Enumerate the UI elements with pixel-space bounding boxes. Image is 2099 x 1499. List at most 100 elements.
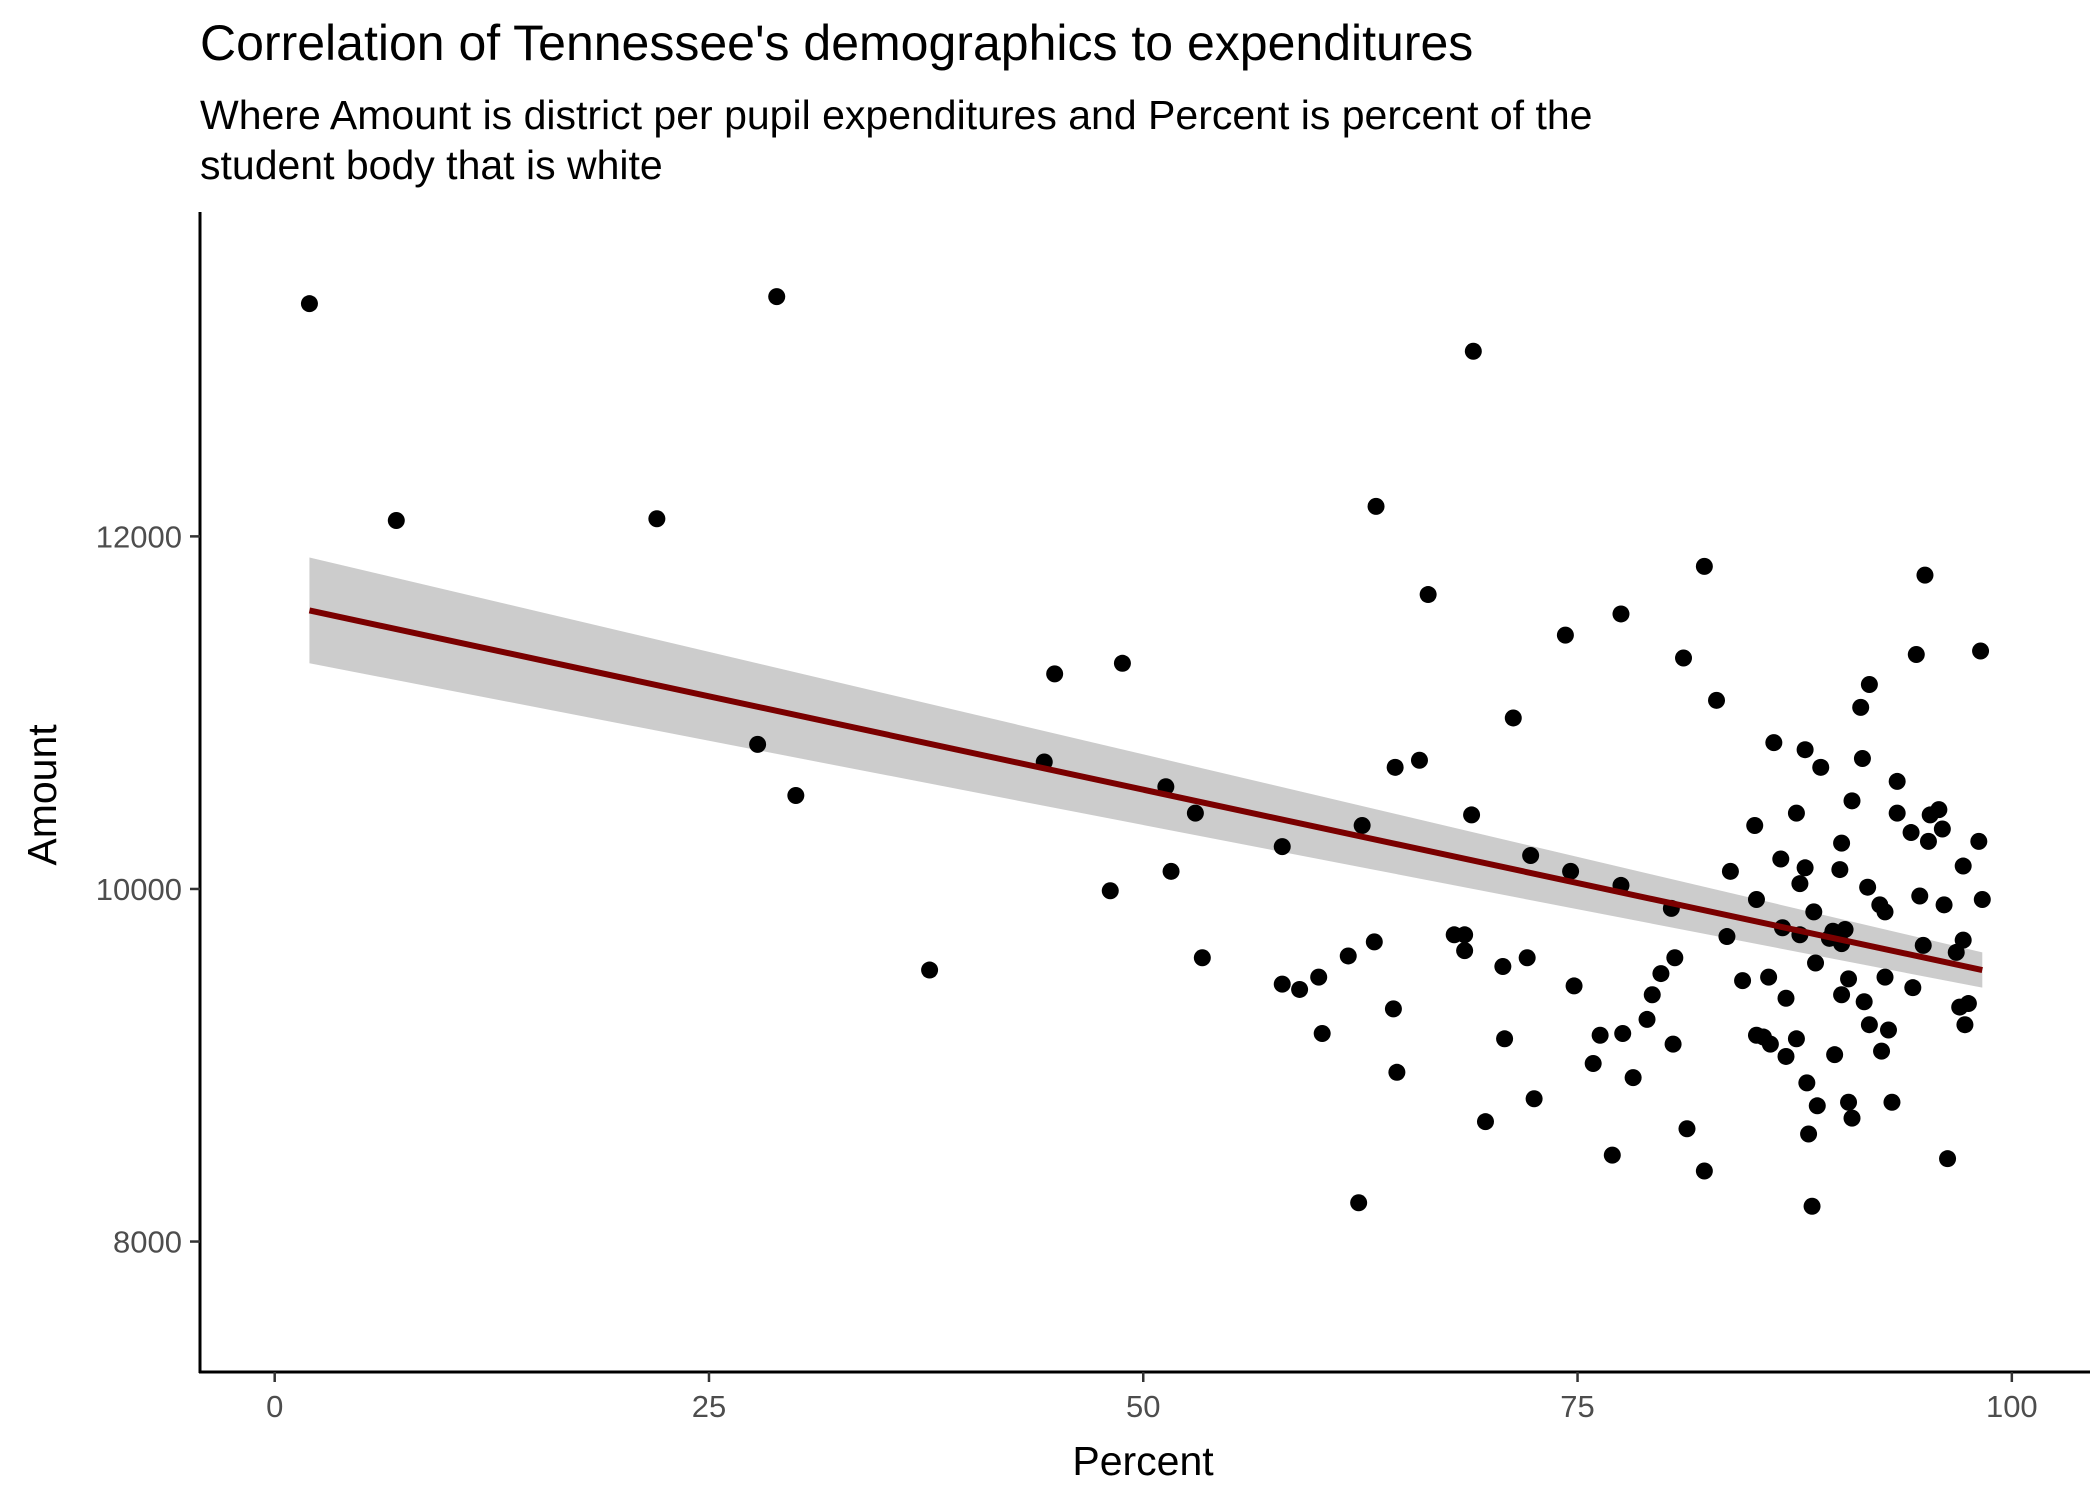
data-point bbox=[1193, 949, 1211, 967]
data-point bbox=[1603, 1146, 1621, 1164]
data-point bbox=[1522, 846, 1540, 864]
data-point bbox=[1463, 806, 1481, 824]
data-point bbox=[1873, 1042, 1891, 1060]
chart-title: Correlation of Tennessee's demographics … bbox=[200, 15, 1474, 71]
data-point bbox=[1666, 949, 1684, 967]
data-point bbox=[1652, 965, 1670, 983]
data-point bbox=[1833, 834, 1851, 852]
data-point bbox=[1313, 1025, 1331, 1043]
data-point bbox=[1562, 862, 1580, 880]
data-point bbox=[1419, 586, 1437, 604]
data-point bbox=[1718, 928, 1736, 946]
data-point bbox=[1456, 926, 1474, 944]
data-point bbox=[1113, 654, 1131, 672]
data-point bbox=[921, 961, 939, 979]
data-point bbox=[1791, 875, 1809, 893]
data-point bbox=[1853, 750, 1871, 768]
trend-line bbox=[308, 607, 1983, 973]
data-point bbox=[1591, 1026, 1609, 1044]
data-point bbox=[1494, 958, 1512, 976]
data-point bbox=[1796, 741, 1814, 759]
data-point bbox=[1518, 949, 1536, 967]
data-point bbox=[1970, 832, 1988, 850]
data-point bbox=[1843, 1109, 1861, 1127]
data-point bbox=[1787, 804, 1805, 822]
data-point bbox=[1876, 968, 1894, 986]
data-point bbox=[1101, 882, 1119, 900]
data-point bbox=[1852, 698, 1870, 716]
y-tick-label: 12000 bbox=[96, 519, 182, 554]
data-point bbox=[1907, 645, 1925, 663]
data-point bbox=[1614, 1025, 1632, 1043]
data-point bbox=[1777, 1047, 1795, 1065]
y-tick-label: 8000 bbox=[113, 1225, 182, 1260]
data-point bbox=[1772, 850, 1790, 868]
data-point bbox=[1826, 1046, 1844, 1064]
data-point bbox=[1734, 972, 1752, 990]
x-tick-label: 75 bbox=[1560, 1389, 1594, 1424]
data-point bbox=[1836, 921, 1854, 939]
data-point bbox=[1291, 980, 1309, 998]
data-point bbox=[749, 735, 767, 753]
data-point bbox=[1796, 859, 1814, 877]
data-point bbox=[1777, 989, 1795, 1007]
data-point bbox=[1812, 758, 1830, 776]
data-point bbox=[1612, 605, 1630, 623]
data-point bbox=[1805, 903, 1823, 921]
data-point bbox=[1787, 1030, 1805, 1048]
data-point bbox=[1933, 820, 1951, 838]
data-point bbox=[1954, 857, 1972, 875]
data-point bbox=[1939, 1150, 1957, 1168]
data-point bbox=[1365, 933, 1383, 951]
data-point bbox=[1162, 862, 1180, 880]
data-point bbox=[1808, 1097, 1826, 1115]
data-point bbox=[1525, 1090, 1543, 1108]
x-axis-title: Percent bbox=[1072, 1438, 1214, 1484]
data-point bbox=[1664, 1035, 1682, 1053]
chart-subtitle: Where Amount is district per pupil expen… bbox=[200, 92, 1593, 188]
data-point bbox=[1833, 986, 1851, 1004]
data-point bbox=[1353, 816, 1371, 834]
data-point bbox=[1476, 1113, 1494, 1131]
data-point bbox=[1565, 977, 1583, 995]
data-point bbox=[1350, 1194, 1368, 1212]
data-point bbox=[648, 510, 666, 528]
trend-line-layer bbox=[308, 607, 1983, 973]
axes-layer: 0 25 50 75 100 8000 10000 12000 bbox=[96, 212, 2090, 1424]
data-point bbox=[1675, 649, 1693, 667]
data-point bbox=[1973, 891, 1991, 909]
data-point bbox=[1386, 758, 1404, 776]
data-point bbox=[1273, 838, 1291, 856]
data-point bbox=[1760, 968, 1778, 986]
data-point bbox=[1803, 1197, 1821, 1215]
data-point bbox=[1902, 824, 1920, 842]
data-point bbox=[1695, 557, 1713, 575]
data-point bbox=[1840, 1093, 1858, 1111]
data-point bbox=[1721, 862, 1739, 880]
data-point bbox=[1046, 665, 1064, 683]
data-point bbox=[1911, 887, 1929, 905]
data-point bbox=[1388, 1063, 1406, 1081]
data-point bbox=[1746, 816, 1764, 834]
data-point bbox=[1761, 1035, 1779, 1053]
data-point bbox=[1410, 751, 1428, 769]
data-point bbox=[1643, 986, 1661, 1004]
data-point bbox=[1367, 497, 1385, 515]
data-point bbox=[1959, 995, 1977, 1013]
data-point bbox=[1930, 801, 1948, 819]
confidence-band bbox=[309, 557, 1983, 988]
data-point bbox=[1904, 979, 1922, 997]
data-point bbox=[1798, 1074, 1816, 1092]
data-point bbox=[1860, 675, 1878, 693]
data-points-layer bbox=[300, 288, 1991, 1215]
data-point bbox=[1888, 772, 1906, 790]
data-point bbox=[1708, 691, 1726, 709]
data-point bbox=[1860, 1016, 1878, 1034]
data-point bbox=[1584, 1054, 1602, 1072]
data-point bbox=[1765, 734, 1783, 752]
data-point bbox=[1800, 1125, 1818, 1143]
data-point bbox=[1840, 970, 1858, 988]
data-point bbox=[1556, 626, 1574, 644]
data-point bbox=[1504, 709, 1522, 727]
